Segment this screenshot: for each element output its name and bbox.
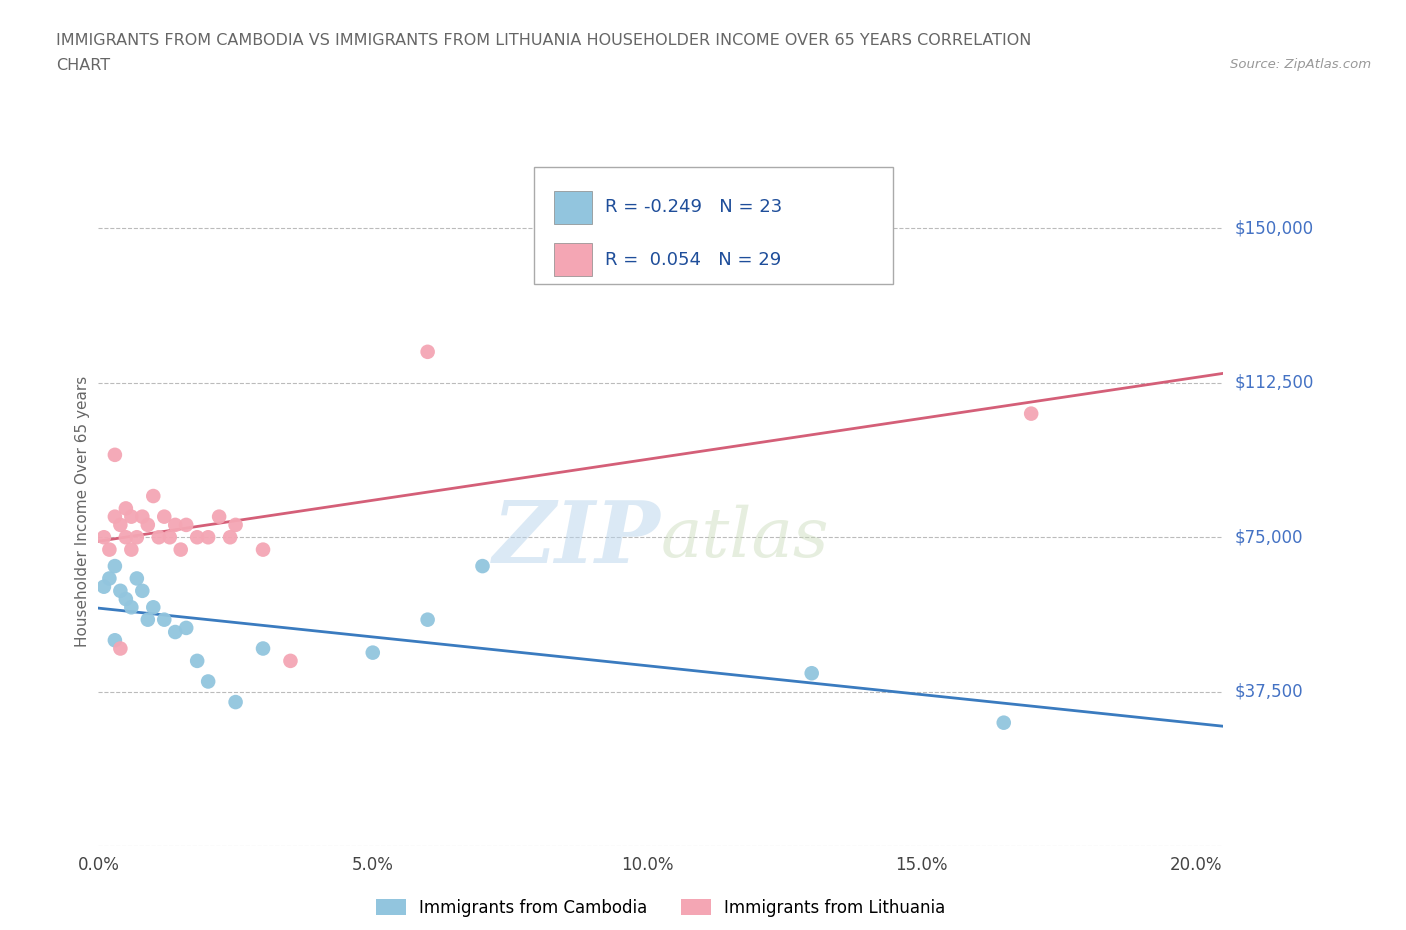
Point [416, 612, 439, 627]
Point [98, 571, 121, 586]
Point [208, 510, 231, 525]
Point [104, 447, 127, 462]
Point [110, 583, 132, 598]
Point [153, 612, 176, 627]
Point [120, 510, 142, 525]
Point [115, 591, 138, 606]
Point [170, 542, 193, 557]
Point [104, 632, 127, 647]
Point [120, 600, 142, 615]
Point [197, 530, 219, 545]
Point [142, 488, 165, 503]
Legend: Immigrants from Cambodia, Immigrants from Lithuania: Immigrants from Cambodia, Immigrants fro… [370, 892, 952, 923]
Point [252, 641, 274, 656]
Point [153, 510, 176, 525]
Point [1019, 406, 1042, 421]
Y-axis label: Householder Income Over 65 years: Householder Income Over 65 years [75, 376, 90, 647]
Point [174, 517, 197, 532]
Point [148, 530, 170, 545]
Point [800, 666, 823, 681]
Point [110, 517, 132, 532]
Point [93, 530, 115, 545]
Point [125, 530, 148, 545]
Text: R =  0.054   N = 29: R = 0.054 N = 29 [605, 251, 780, 269]
Point [471, 559, 494, 574]
Point [165, 625, 187, 640]
Text: CHART: CHART [56, 58, 110, 73]
Point [186, 530, 208, 545]
Point [361, 645, 384, 660]
Text: IMMIGRANTS FROM CAMBODIA VS IMMIGRANTS FROM LITHUANIA HOUSEHOLDER INCOME OVER 65: IMMIGRANTS FROM CAMBODIA VS IMMIGRANTS F… [56, 33, 1032, 47]
Point [104, 510, 127, 525]
Point [136, 612, 159, 627]
Point [280, 654, 302, 669]
Text: ZIP: ZIP [494, 497, 661, 580]
Text: $112,500: $112,500 [1234, 374, 1313, 392]
Text: Source: ZipAtlas.com: Source: ZipAtlas.com [1230, 58, 1371, 71]
Point [98, 542, 121, 557]
Point [115, 530, 138, 545]
Point [219, 530, 242, 545]
Point [165, 517, 187, 532]
Point [416, 344, 439, 359]
Point [120, 542, 142, 557]
Text: $75,000: $75,000 [1234, 528, 1303, 546]
Point [197, 674, 219, 689]
Point [104, 559, 127, 574]
Text: $37,500: $37,500 [1234, 683, 1303, 701]
Point [125, 571, 148, 586]
Point [136, 517, 159, 532]
Point [93, 579, 115, 594]
Point [110, 641, 132, 656]
Point [225, 695, 247, 710]
Point [252, 542, 274, 557]
Point [993, 715, 1015, 730]
Point [225, 517, 247, 532]
Text: $150,000: $150,000 [1234, 219, 1313, 237]
Point [115, 501, 138, 516]
Point [131, 583, 153, 598]
Point [174, 620, 197, 635]
Point [159, 530, 181, 545]
Point [186, 654, 208, 669]
Text: R = -0.249   N = 23: R = -0.249 N = 23 [605, 198, 782, 217]
Point [142, 600, 165, 615]
Text: atlas: atlas [661, 505, 830, 572]
Point [131, 510, 153, 525]
